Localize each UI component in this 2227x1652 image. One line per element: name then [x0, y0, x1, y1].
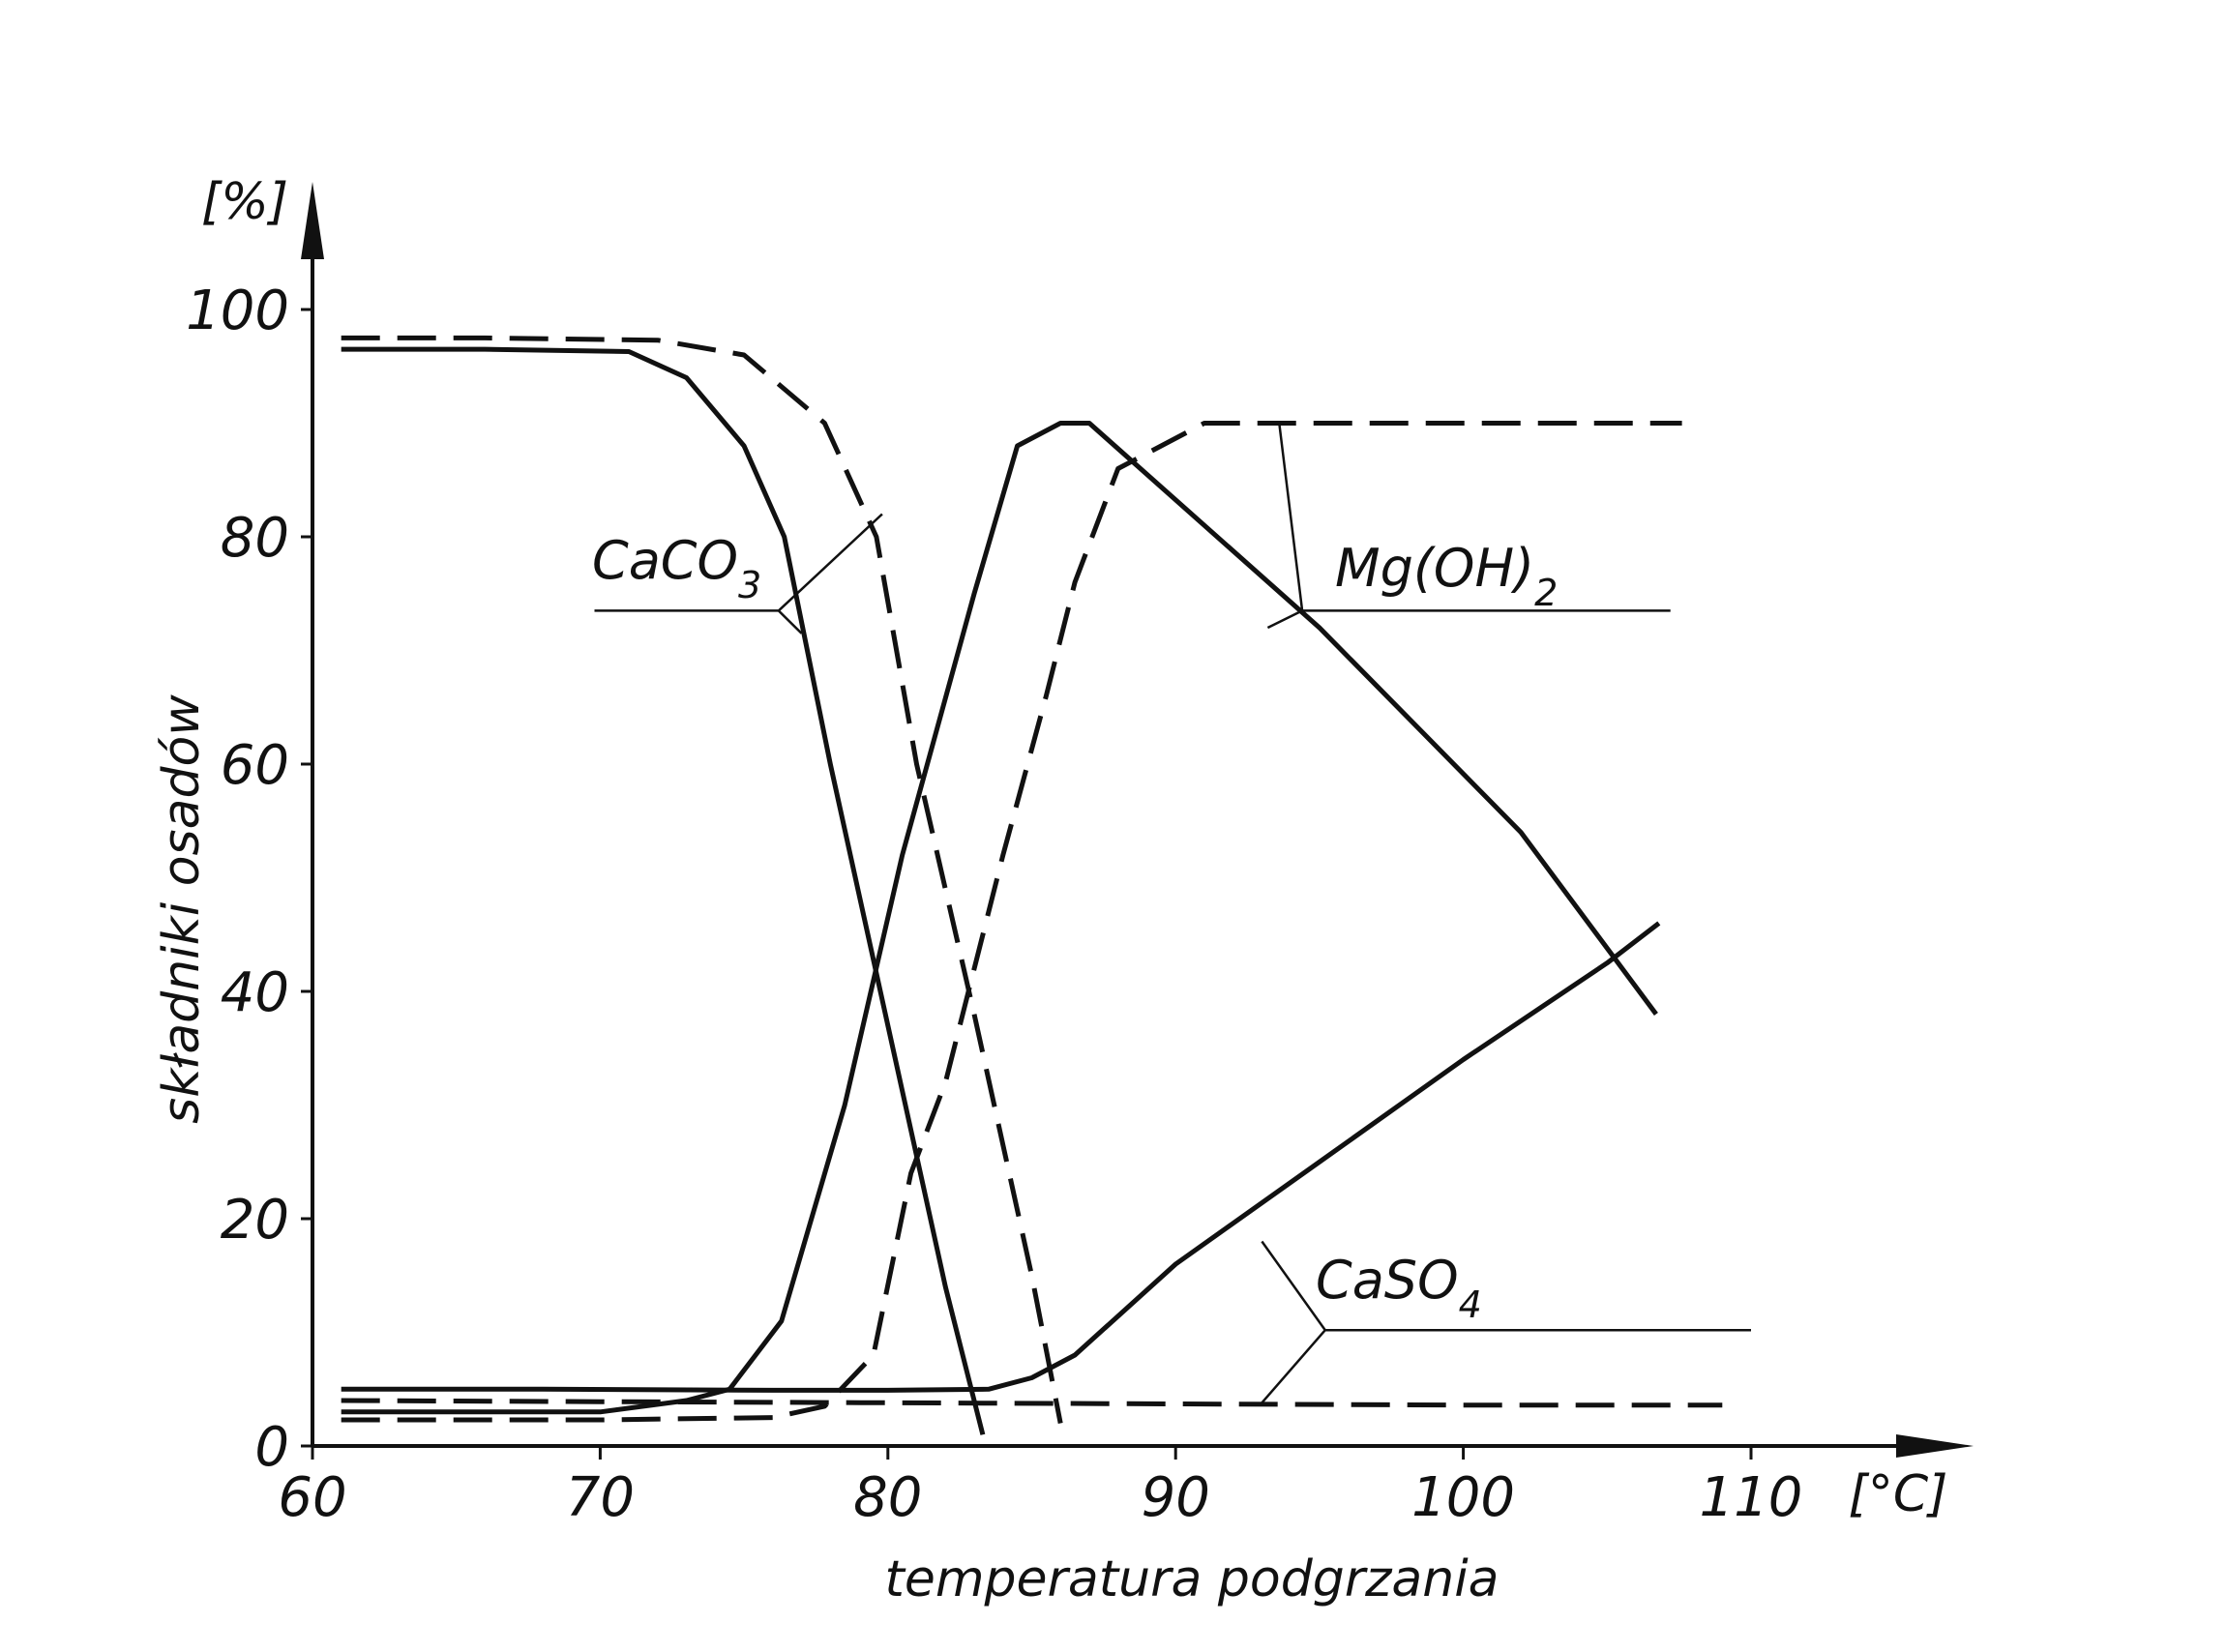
- x-axis-label: temperatura podgrzania: [884, 1550, 1499, 1608]
- y-axis-arrowhead: [301, 182, 324, 259]
- series-caco3-solid: [341, 346, 986, 1435]
- y-tick-label: 40: [221, 961, 289, 1024]
- y-tick-label: 60: [221, 734, 289, 797]
- x-axis-unit: [°C]: [1849, 1465, 1948, 1523]
- label-mgoh2: Mg(OH)2: [1335, 538, 1558, 614]
- series-mgoh2-solid: [341, 421, 1658, 1415]
- y-axis-unit: [%]: [201, 173, 288, 231]
- leader-caco3: [594, 513, 883, 634]
- y-tick-label: 80: [221, 507, 289, 570]
- series-mgoh2-dashed: [341, 421, 1682, 1423]
- y-axis-label: składniki osadów: [153, 694, 211, 1124]
- label-caco3: CaCO3: [592, 530, 761, 606]
- y-tick-label: 100: [186, 280, 289, 342]
- y-tick-label: 0: [254, 1416, 289, 1479]
- y-tick-label: 20: [221, 1189, 289, 1252]
- leader-caso4: [1261, 1240, 1751, 1404]
- leader-lines: [594, 423, 1751, 1404]
- x-axis-arrowhead: [1896, 1434, 1974, 1458]
- x-tick-label: 60: [278, 1466, 346, 1529]
- series-caco3-dashed: [341, 335, 1063, 1424]
- series-caso4-dashed: [341, 1398, 1723, 1408]
- x-tick-label: 80: [853, 1466, 922, 1529]
- leader-mgoh2: [1266, 423, 1671, 630]
- x-tick-label: 70: [566, 1466, 635, 1529]
- axes: [301, 182, 1974, 1458]
- label-caso4: CaSO4: [1316, 1250, 1482, 1326]
- x-tick-label: 100: [1411, 1466, 1515, 1529]
- series-lines: [341, 335, 1723, 1435]
- x-tick-label: 110: [1700, 1466, 1803, 1529]
- tick-marks: [301, 308, 1753, 1460]
- x-tick-label: 90: [1142, 1466, 1210, 1529]
- series-caso4-solid: [341, 921, 1661, 1393]
